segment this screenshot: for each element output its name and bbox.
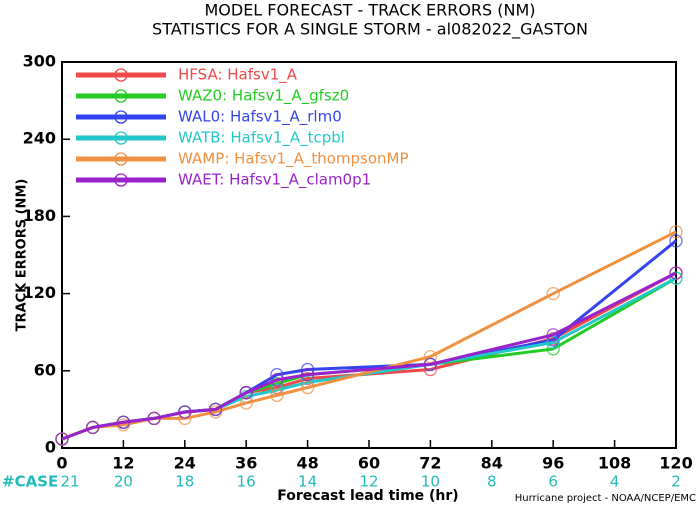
- legend-label: WAMP: Hafsv1_A_thompsonMP: [178, 150, 409, 169]
- data-point: [147, 411, 161, 426]
- case-count: 14: [298, 473, 317, 491]
- x-tick-label: 60: [358, 454, 380, 473]
- case-count: 6: [548, 473, 558, 491]
- data-point: [423, 357, 438, 372]
- y-tick-label: 300: [23, 52, 56, 71]
- x-tick-label: 72: [419, 454, 441, 473]
- x-tick-label: 96: [542, 454, 564, 473]
- legend-marker: [114, 131, 128, 145]
- y-tick-label: 120: [23, 283, 56, 302]
- footnote: Hurricane project - NOAA/NCEP/EMC: [515, 493, 696, 504]
- case-count: 20: [114, 473, 133, 491]
- data-point: [669, 266, 683, 280]
- case-count: 10: [421, 473, 440, 491]
- legend-label: WAET: Hafsv1_A_clam0p1: [178, 171, 371, 190]
- y-axis-label: TRACK ERRORS (NM): [15, 179, 30, 332]
- case-count: 12: [359, 473, 378, 491]
- data-point: [669, 225, 683, 239]
- legend-marker: [114, 68, 128, 82]
- data-point: [239, 386, 253, 400]
- series-line: [61, 271, 677, 441]
- data-point: [116, 415, 131, 429]
- x-tick-label: 120: [659, 454, 692, 473]
- legend-label: WAZ0: Hafsv1_A_gfsz0: [178, 87, 349, 106]
- y-tick-label: 180: [23, 206, 56, 225]
- case-count: 16: [237, 473, 256, 491]
- data-point: [546, 328, 560, 342]
- data-point: [270, 373, 284, 387]
- data-point: [669, 271, 683, 285]
- plot-frame: [61, 61, 677, 449]
- legend-marker: [114, 173, 128, 187]
- case-count: 4: [610, 473, 620, 491]
- legend-marker: [114, 110, 128, 124]
- series-line: [61, 271, 677, 441]
- x-tick-label: 12: [112, 454, 134, 473]
- y-tick-label: 0: [45, 438, 56, 457]
- data-point: [270, 388, 284, 402]
- case-label: #CASE: [2, 473, 58, 491]
- legend-marker: [114, 89, 128, 103]
- data-point: [55, 432, 69, 446]
- legend-marker: [114, 152, 128, 166]
- data-point: [239, 396, 253, 410]
- y-tick-label: 240: [23, 129, 56, 148]
- case-count: 8: [487, 473, 497, 491]
- chart-subtitle: STATISTICS FOR A SINGLE STORM - al082022…: [152, 20, 588, 40]
- x-tick-label: 0: [56, 454, 67, 473]
- series-line: [61, 276, 677, 441]
- legend-label: HFSA: Hafsv1_A: [178, 66, 298, 85]
- data-point: [546, 335, 560, 350]
- data-point: [669, 234, 683, 248]
- legend-label: WAL0: Hafsv1_A_rlm0: [178, 108, 342, 127]
- data-point: [546, 286, 560, 301]
- data-point: [178, 405, 192, 419]
- x-tick-label: 84: [481, 454, 503, 473]
- series-line: [61, 230, 677, 441]
- series-line: [61, 239, 677, 441]
- x-tick-label: 24: [174, 454, 196, 473]
- data-point: [300, 371, 315, 386]
- x-tick-label: 108: [598, 454, 631, 473]
- case-count: 21: [60, 473, 79, 491]
- data-point: [300, 380, 315, 395]
- x-tick-label: 48: [296, 454, 318, 473]
- x-tick-label: 36: [235, 454, 257, 473]
- x-axis-label: Forecast lead time (hr): [277, 488, 458, 504]
- series-line: [61, 276, 677, 441]
- data-point: [86, 420, 100, 435]
- data-point: [300, 368, 315, 382]
- legend-label: WATB: Hafsv1_A_tcpbl: [178, 129, 345, 148]
- case-count: 2: [671, 473, 681, 491]
- y-tick-label: 60: [34, 360, 56, 379]
- case-count: 18: [175, 473, 194, 491]
- chart-title: MODEL FORECAST - TRACK ERRORS (NM): [204, 1, 535, 20]
- data-point: [208, 402, 223, 417]
- data-point: [423, 349, 438, 364]
